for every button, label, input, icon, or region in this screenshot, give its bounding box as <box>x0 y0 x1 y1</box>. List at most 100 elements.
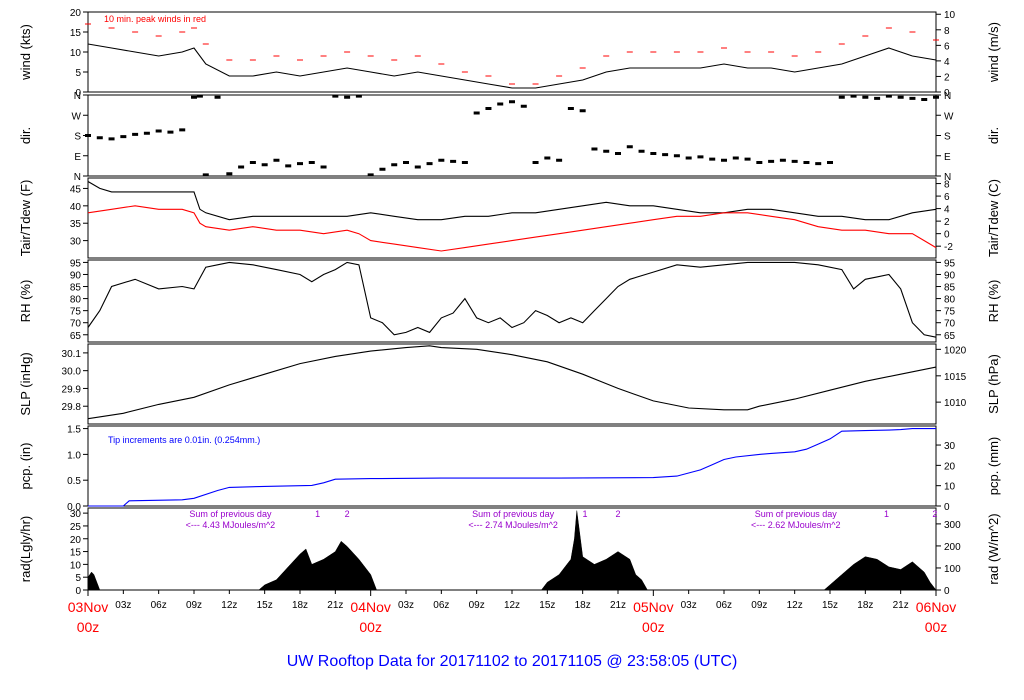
hour-tick-label: 06z <box>151 600 167 611</box>
left-tick-label-dir: N <box>74 172 81 183</box>
right-tick-label-wind: 10 <box>944 10 956 21</box>
left-tick-label-slp: 29.8 <box>62 402 82 413</box>
hour-tick-label: 18z <box>857 600 873 611</box>
left-tick-label-wind: 15 <box>70 28 82 39</box>
left-tick-label-rh: 95 <box>70 258 82 269</box>
right-tick-label-rad: 0 <box>944 586 950 597</box>
left-tick-label-wind: 20 <box>70 8 82 19</box>
hour-tick-label: 15z <box>539 600 555 611</box>
radiation-marker: 1 <box>583 509 588 519</box>
direction-point <box>556 158 563 162</box>
direction-point <box>732 156 739 160</box>
ylabel-right-temp: Tair/Tdew (C) <box>986 179 1001 257</box>
direction-point <box>96 136 103 140</box>
direction-point <box>426 162 433 166</box>
direction-point <box>838 95 845 99</box>
direction-point <box>697 155 704 159</box>
panel-pcp: 0.0 0.5 1.0 1.5 0 10 20 30 pcp. (in) pcp. (mm) Tip… <box>18 425 1001 513</box>
direction-point <box>344 95 351 99</box>
radiation-sum-value: <--- 2.74 MJoules/m^2 <box>468 520 558 530</box>
right-tick-label-wind: 2 <box>944 72 950 83</box>
radiation-sum-heading: Sum of previous day <box>755 509 838 519</box>
right-tick-label-rh: 65 <box>944 331 956 342</box>
day-label-date: 04Nov <box>350 599 390 615</box>
direction-point <box>909 96 916 100</box>
left-tick-label-rad: 30 <box>70 509 82 520</box>
hour-tick-label: 12z <box>221 600 237 611</box>
hour-tick-label: 03z <box>398 600 414 611</box>
direction-point <box>803 161 810 164</box>
hour-tick-label: 06z <box>716 600 732 611</box>
radiation-sum-value: <--- 4.43 MJoules/m^2 <box>186 520 276 530</box>
left-tick-label-slp: 30.0 <box>62 367 82 378</box>
left-tick-label-rh: 75 <box>70 307 82 318</box>
right-tick-label-dir: S <box>944 132 951 143</box>
left-tick-label-temp: 45 <box>70 184 82 195</box>
direction-point <box>497 102 504 106</box>
ylabel-dir: dir. <box>18 127 33 144</box>
direction-point <box>485 107 492 110</box>
right-tick-label-rad: 300 <box>944 520 961 531</box>
left-tick-label-temp: 35 <box>70 219 82 230</box>
panel-slp: 29.8 29.9 30.0 30.1 1010 1015 1020 SLP (inHg) SL… <box>18 343 1001 425</box>
direction-point <box>308 161 315 164</box>
right-tick-label-temp: 0 <box>944 230 950 241</box>
left-tick-label-rh: 65 <box>70 331 82 342</box>
right-tick-label-slp: 1015 <box>944 372 967 383</box>
left-tick-label-rh: 85 <box>70 283 82 294</box>
right-tick-label-slp: 1010 <box>944 398 967 409</box>
left-tick-label-dir: W <box>72 111 82 122</box>
left-tick-label-rad: 25 <box>70 522 82 533</box>
direction-point <box>196 94 203 98</box>
left-tick-label-temp: 40 <box>70 202 82 213</box>
direction-point <box>143 131 150 135</box>
direction-point <box>874 96 881 100</box>
direction-point <box>320 165 327 169</box>
direction-point <box>261 163 268 167</box>
direction-point <box>685 156 692 160</box>
radiation-sum-value: <--- 2.62 MJoules/m^2 <box>751 520 841 530</box>
radiation-marker: 2 <box>932 509 937 519</box>
left-tick-label-dir: S <box>74 132 81 143</box>
direction-point <box>638 149 645 153</box>
direction-point <box>768 159 775 163</box>
series-line-rh-0 <box>87 261 937 338</box>
left-tick-label-dir: N <box>74 91 81 102</box>
ylabel-right-rh: RH (%) <box>986 280 1001 323</box>
radiation-marker: 1 <box>315 509 320 519</box>
panel-wind: 0 5 10 15 20 0 2 4 6 8 10 wind (kts) wind (m/s) 10 mi… <box>18 8 1001 99</box>
right-tick-label-dir: N <box>944 172 951 183</box>
radiation-sum-heading: Sum of previous day <box>472 509 555 519</box>
direction-point <box>615 152 621 155</box>
direction-point <box>591 147 598 151</box>
right-tick-label-pcp: 10 <box>944 482 956 493</box>
direction-point <box>933 95 939 99</box>
day-label-time: 00z <box>359 619 382 635</box>
hour-tick-label: 21z <box>893 600 909 611</box>
hour-tick-label: 09z <box>186 600 202 611</box>
pcp-annotation: Tip increments are 0.01in. (0.254mm.) <box>108 435 260 445</box>
left-tick-label-dir: E <box>74 152 81 163</box>
ylabel-right-rad: rad (W/m^2) <box>986 513 1001 584</box>
right-tick-label-temp: 4 <box>944 205 950 216</box>
left-tick-label-rad: 5 <box>75 573 81 584</box>
chart-title: UW Rooftop Data for 20171102 to 20171105… <box>287 653 738 670</box>
right-tick-label-wind: 8 <box>944 26 950 37</box>
direction-point <box>226 172 233 176</box>
direction-point <box>461 161 468 164</box>
left-tick-label-rh: 70 <box>70 319 82 330</box>
direction-point <box>355 94 362 98</box>
right-tick-label-wind: 0 <box>944 88 950 99</box>
direction-point <box>414 165 421 169</box>
day-label-time: 00z <box>77 619 100 635</box>
left-tick-label-slp: 29.9 <box>62 384 82 395</box>
ylabel-right-slp: SLP (hPa) <box>986 354 1001 414</box>
left-tick-label-pcp: 1.0 <box>67 450 81 461</box>
direction-point <box>709 157 716 161</box>
right-tick-label-wind: 4 <box>944 57 950 68</box>
left-tick-label-pcp: 0.5 <box>67 476 81 487</box>
direction-point <box>673 154 680 158</box>
hour-tick-label: 18z <box>292 600 308 611</box>
day-label-time: 00z <box>925 619 948 635</box>
